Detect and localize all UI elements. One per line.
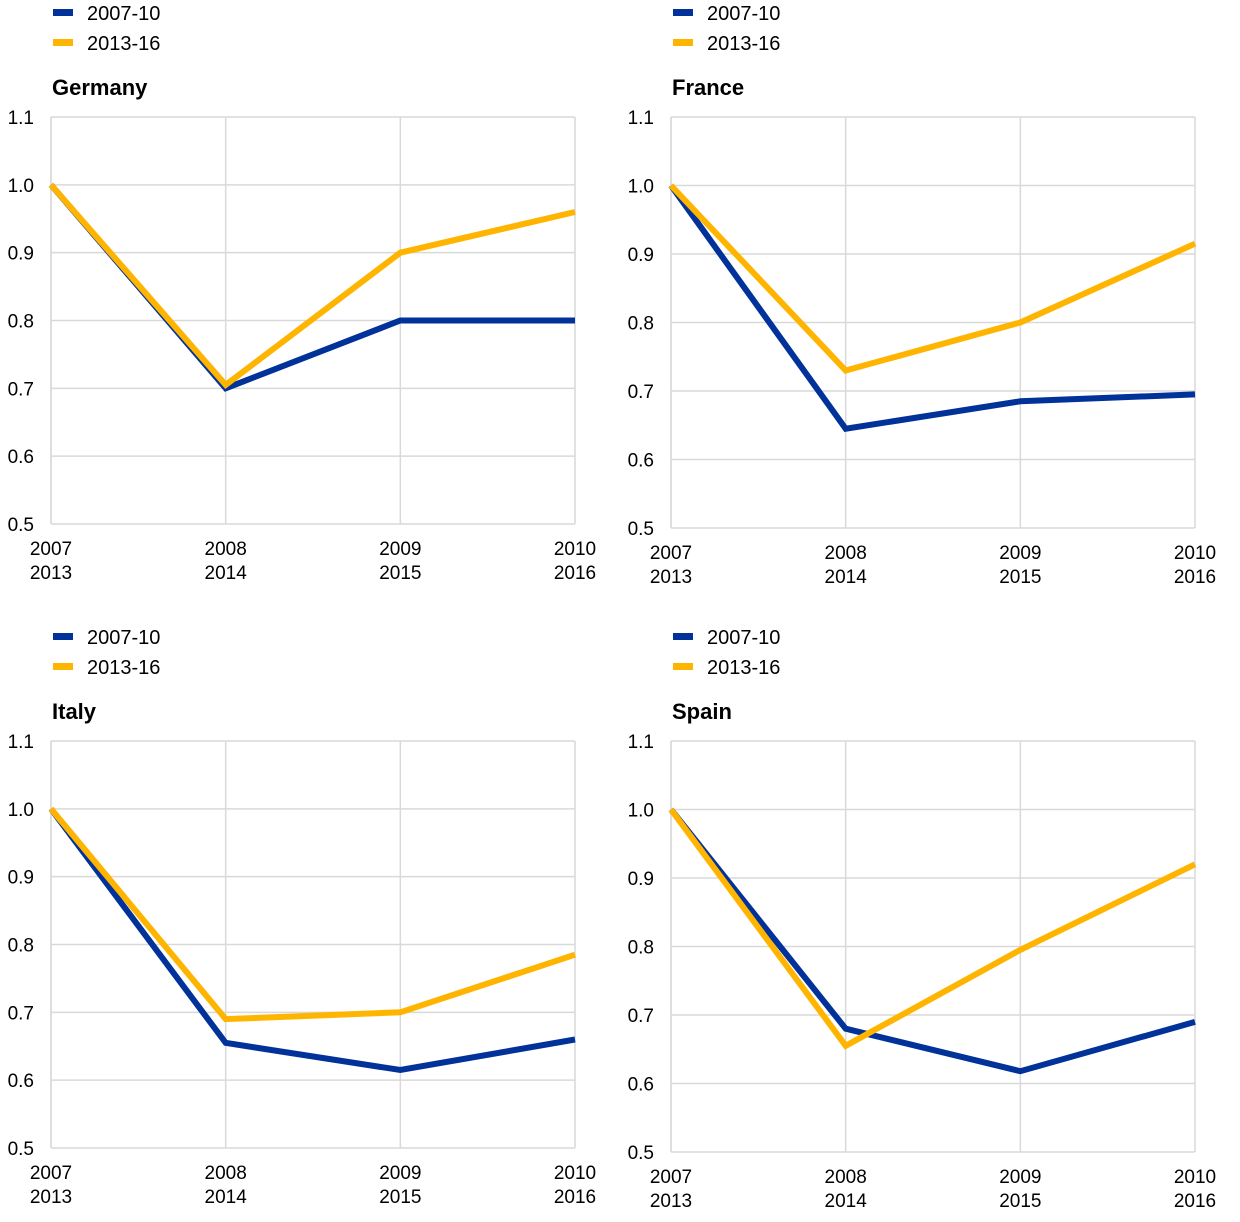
legend-swatch bbox=[673, 633, 693, 640]
series-line-2007-10 bbox=[48, 182, 575, 392]
x-tick-label: 2016 bbox=[1174, 567, 1216, 588]
legend-label: 2007-10 bbox=[707, 627, 780, 649]
y-tick-label: 0.8 bbox=[8, 312, 34, 333]
chart-panel-italy: 0.5 0.6 0.7 0.8 0.9 1.0 1.1 2007 2013 2008 2014 200… bbox=[8, 627, 597, 1208]
legend-swatch bbox=[53, 39, 73, 46]
legend-swatch bbox=[53, 663, 73, 670]
y-tick-label: 1.1 bbox=[628, 108, 654, 129]
y-tick-label: 0.6 bbox=[8, 447, 34, 468]
x-tick-label: 2007 bbox=[30, 539, 72, 560]
y-tick-label: 1.0 bbox=[628, 801, 654, 822]
y-tick-label: 0.5 bbox=[8, 515, 34, 536]
y-tick-label: 0.5 bbox=[628, 1143, 654, 1164]
series-line-2013-16 bbox=[48, 182, 576, 389]
x-tick-label: 2007 bbox=[30, 1163, 72, 1184]
x-tick-label: 2015 bbox=[379, 563, 421, 584]
y-tick-label: 0.6 bbox=[628, 1075, 654, 1096]
y-tick-label: 1.1 bbox=[628, 732, 654, 753]
series-line-2013-16 bbox=[668, 183, 1197, 374]
legend-swatch bbox=[53, 9, 73, 16]
y-tick-label: 1.0 bbox=[8, 176, 34, 197]
x-tick-label: 2013 bbox=[30, 1187, 72, 1208]
series-line-2007-10 bbox=[668, 183, 1196, 432]
x-tick-label: 2010 bbox=[554, 1163, 596, 1184]
x-tick-label: 2008 bbox=[825, 1167, 867, 1188]
y-tick-label: 0.9 bbox=[628, 245, 654, 266]
y-tick-label: 0.9 bbox=[628, 869, 654, 890]
x-tick-label: 2013 bbox=[650, 1191, 692, 1212]
y-tick-label: 0.7 bbox=[628, 1006, 654, 1027]
x-tick-label: 2010 bbox=[1174, 1167, 1216, 1188]
x-tick-label: 2014 bbox=[205, 1187, 248, 1208]
x-tick-label: 2007 bbox=[650, 543, 692, 564]
chart-panel-france: 0.5 0.6 0.7 0.8 0.9 1.0 1.1 2007 2013 2008 2014 200… bbox=[628, 3, 1217, 588]
x-tick-label: 2009 bbox=[999, 543, 1041, 564]
x-tick-label: 2009 bbox=[379, 1163, 421, 1184]
y-tick-label: 0.5 bbox=[8, 1139, 34, 1160]
y-tick-label: 1.1 bbox=[8, 108, 34, 129]
chart-panel-spain: 0.5 0.6 0.7 0.8 0.9 1.0 1.1 2007 2013 2008 2014 200… bbox=[628, 627, 1217, 1212]
legend-label: 2013-16 bbox=[87, 33, 160, 55]
x-tick-label: 2014 bbox=[825, 1191, 868, 1212]
y-tick-label: 0.8 bbox=[628, 314, 654, 335]
x-tick-label: 2016 bbox=[554, 1187, 596, 1208]
y-tick-label: 0.5 bbox=[628, 519, 654, 540]
legend-label: 2013-16 bbox=[87, 657, 160, 679]
y-tick-label: 1.0 bbox=[628, 177, 654, 198]
series-line-2007-10 bbox=[48, 807, 576, 1074]
y-tick-label: 0.8 bbox=[8, 936, 34, 957]
y-tick-label: 0.7 bbox=[8, 379, 34, 400]
y-tick-label: 0.8 bbox=[628, 938, 654, 959]
x-tick-label: 2008 bbox=[825, 543, 867, 564]
x-tick-label: 2015 bbox=[999, 1191, 1041, 1212]
x-tick-label: 2016 bbox=[1174, 1191, 1216, 1212]
x-tick-label: 2015 bbox=[379, 1187, 421, 1208]
x-tick-label: 2009 bbox=[379, 539, 421, 560]
x-tick-label: 2010 bbox=[1174, 543, 1216, 564]
y-tick-label: 0.6 bbox=[628, 451, 654, 472]
series-line-2013-16 bbox=[668, 807, 1197, 1050]
x-tick-label: 2014 bbox=[825, 567, 868, 588]
x-tick-label: 2014 bbox=[205, 563, 248, 584]
y-tick-label: 1.0 bbox=[8, 800, 34, 821]
y-tick-label: 0.7 bbox=[8, 1003, 34, 1024]
panel-title: Spain bbox=[672, 699, 732, 724]
panel-title: France bbox=[672, 75, 744, 100]
panel-title: Germany bbox=[52, 75, 148, 100]
series-line-2013-16 bbox=[48, 806, 576, 1023]
y-tick-label: 1.1 bbox=[8, 732, 34, 753]
x-tick-label: 2013 bbox=[30, 563, 72, 584]
legend-label: 2013-16 bbox=[707, 657, 780, 679]
x-tick-label: 2010 bbox=[554, 539, 596, 560]
y-tick-label: 0.9 bbox=[8, 868, 34, 889]
legend-label: 2007-10 bbox=[87, 3, 160, 25]
y-tick-label: 0.9 bbox=[8, 244, 34, 265]
x-tick-label: 2008 bbox=[205, 1163, 247, 1184]
legend-label: 2013-16 bbox=[707, 33, 780, 55]
panel-title: Italy bbox=[52, 699, 97, 724]
x-tick-label: 2007 bbox=[650, 1167, 692, 1188]
legend-swatch bbox=[53, 633, 73, 640]
legend-swatch bbox=[673, 663, 693, 670]
y-tick-label: 0.7 bbox=[628, 382, 654, 403]
legend-swatch bbox=[673, 9, 693, 16]
x-tick-label: 2008 bbox=[205, 539, 247, 560]
legend-label: 2007-10 bbox=[87, 627, 160, 649]
x-tick-label: 2013 bbox=[650, 567, 692, 588]
series-line-2007-10 bbox=[668, 807, 1196, 1075]
x-tick-label: 2016 bbox=[554, 563, 596, 584]
legend-swatch bbox=[673, 39, 693, 46]
x-tick-label: 2015 bbox=[999, 567, 1041, 588]
y-tick-label: 0.6 bbox=[8, 1071, 34, 1092]
legend-label: 2007-10 bbox=[707, 3, 780, 25]
x-tick-label: 2009 bbox=[999, 1167, 1041, 1188]
chart-panel-germany: 0.5 0.6 0.7 0.8 0.9 1.0 1.1 2007 2013 2008 2014 200… bbox=[8, 3, 597, 584]
